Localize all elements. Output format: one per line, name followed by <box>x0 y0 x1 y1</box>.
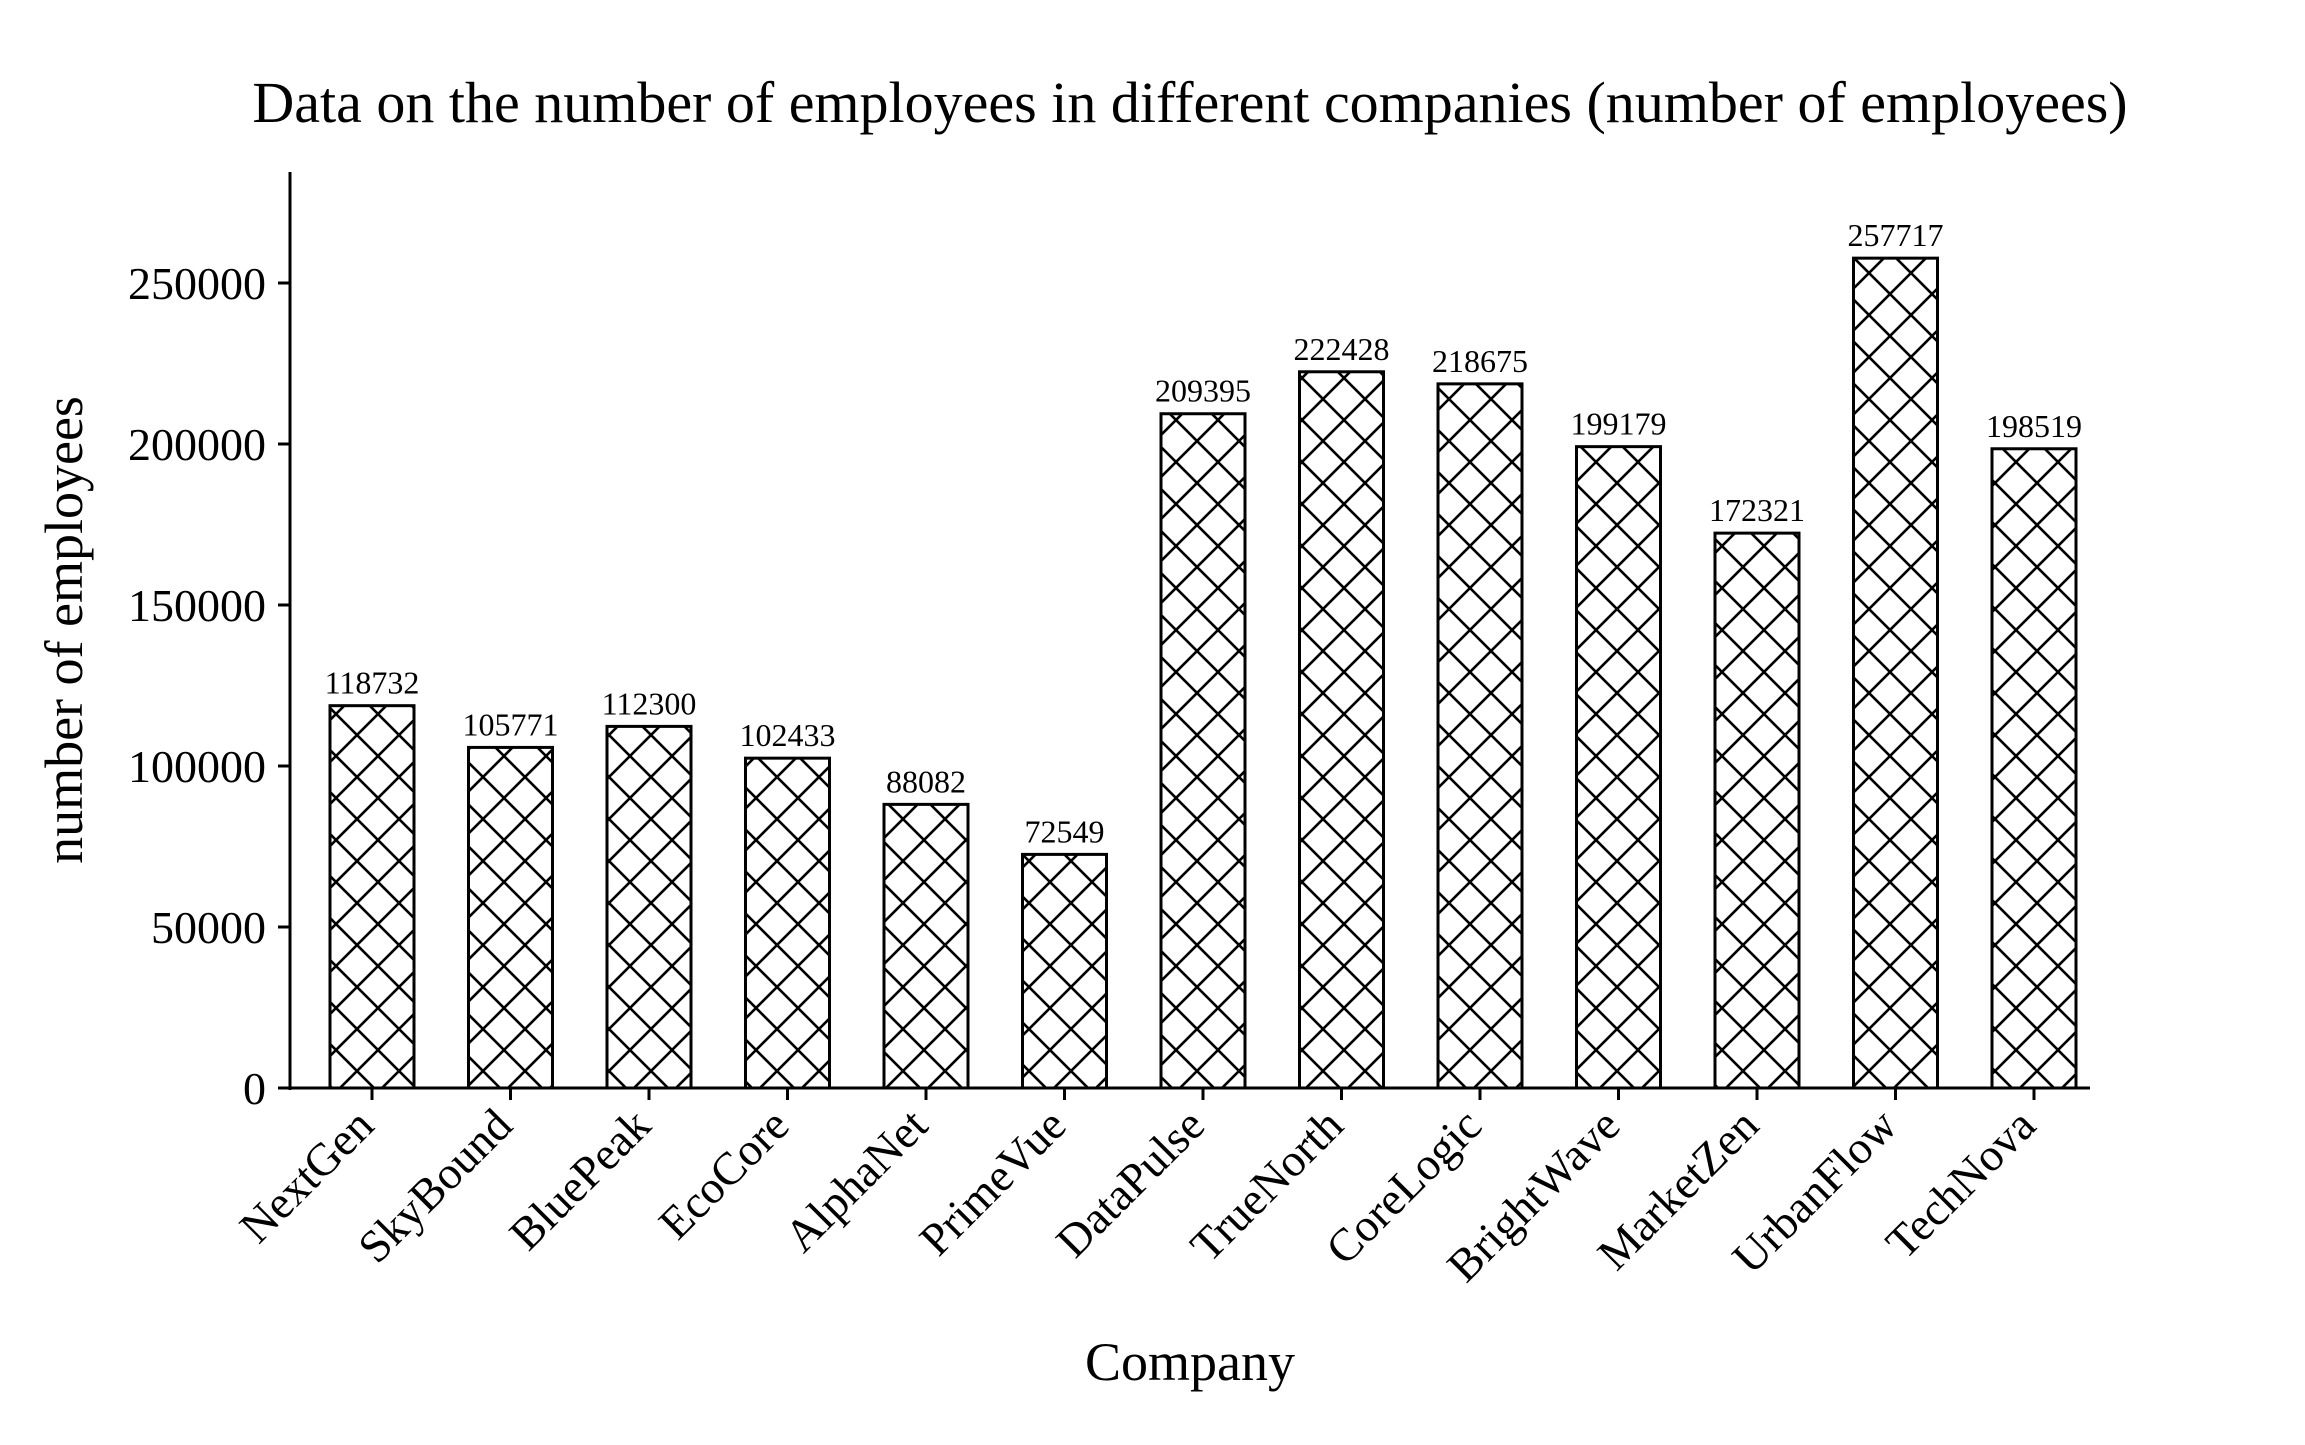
x-category-label: BluePeak <box>499 1099 660 1260</box>
bar-urbanflow <box>1852 256 1939 1090</box>
data-label: 102433 <box>740 717 836 753</box>
bar-bluepeak <box>605 724 693 1090</box>
data-label: 105771 <box>463 706 559 742</box>
data-label: 118732 <box>325 665 420 701</box>
bar-skybound <box>467 745 554 1090</box>
bar-ecocore <box>744 756 831 1090</box>
y-tick-label: 200000 <box>128 419 266 470</box>
y-tick-label: 250000 <box>128 258 266 309</box>
data-label: 88082 <box>886 763 966 799</box>
bar-datapulse <box>1159 412 1247 1090</box>
y-tick-label: 50000 <box>151 902 266 953</box>
bar-brightwave <box>1575 445 1662 1090</box>
bar-primevue <box>1021 852 1108 1090</box>
x-category-label: PrimeVue <box>910 1099 1076 1265</box>
data-label: 218675 <box>1432 343 1528 379</box>
data-label: 172321 <box>1709 492 1805 528</box>
x-axis-ticks: NextGenSkyBoundBluePeakEcoCoreAlphaNetPr… <box>230 1088 2045 1291</box>
data-label: 198519 <box>1986 408 2082 444</box>
y-tick-label: 100000 <box>128 741 266 792</box>
data-label: 199179 <box>1571 406 1667 442</box>
y-axis-label: number of employees <box>34 396 94 864</box>
x-category-label: SkyBound <box>348 1099 521 1272</box>
bar-corelogic <box>1436 382 1524 1090</box>
x-category-label: TechNova <box>1876 1099 2045 1268</box>
bar-nextgen <box>328 704 416 1090</box>
bar-alphanet <box>882 802 970 1090</box>
bar-marketzen <box>1713 531 1801 1090</box>
y-axis-ticks: 0 50000 100000 150000 200000 250000 <box>128 258 290 1114</box>
data-label: 209395 <box>1155 373 1251 409</box>
data-label: 257717 <box>1848 217 1944 253</box>
x-category-label: AlphaNet <box>775 1099 938 1262</box>
chart-title: Data on the number of employees in diffe… <box>252 70 2127 135</box>
data-label: 72549 <box>1025 813 1105 849</box>
y-tick-label: 150000 <box>128 580 266 631</box>
data-label: 112300 <box>602 685 697 721</box>
bars-group: 118732 105771 112300 102433 88082 72549 209395… <box>325 217 2082 1090</box>
y-tick-label: 0 <box>243 1063 266 1114</box>
x-axis-label: Company <box>1085 1332 1295 1392</box>
bar-technova <box>1990 447 2078 1090</box>
data-label: 222428 <box>1294 331 1390 367</box>
bar-truenorth <box>1298 370 1385 1090</box>
